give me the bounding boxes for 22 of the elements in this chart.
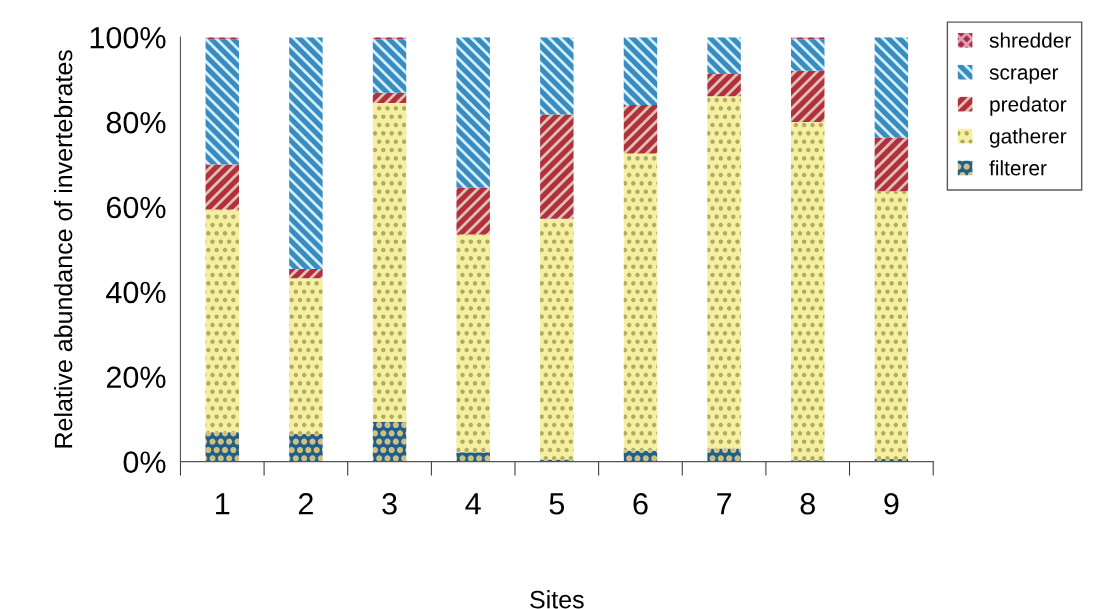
x-tick-label: 2 [298, 492, 313, 515]
x-tick-label: 6 [633, 492, 648, 515]
x-tick-label: 3 [382, 492, 397, 515]
y-tick-label: 100% [90, 26, 166, 49]
legend-label: gatherer [989, 128, 1067, 148]
x-tick-label: 5 [549, 493, 565, 515]
x-tick-label: 9 [884, 492, 899, 515]
x-tick-label: 7 [717, 493, 732, 515]
legend-label: shredder [989, 32, 1071, 48]
y-tick-label: 20% [106, 366, 166, 389]
y-axis-title: Relative abundance of invertebrates [53, 50, 73, 448]
legend-label: predator [990, 96, 1067, 116]
x-tick-label: 8 [800, 492, 815, 515]
legend-label: scraper [989, 68, 1059, 84]
x-axis-title: Sites [530, 590, 584, 609]
y-tick-label: 40% [106, 281, 166, 304]
y-tick-label: 80% [106, 111, 166, 134]
y-tick-label: 60% [106, 196, 166, 219]
x-tick-label: 4 [465, 493, 481, 515]
legend-label: filterer [989, 160, 1047, 176]
y-tick-label: 0% [123, 451, 166, 473]
x-tick-label: 1 [216, 493, 230, 515]
